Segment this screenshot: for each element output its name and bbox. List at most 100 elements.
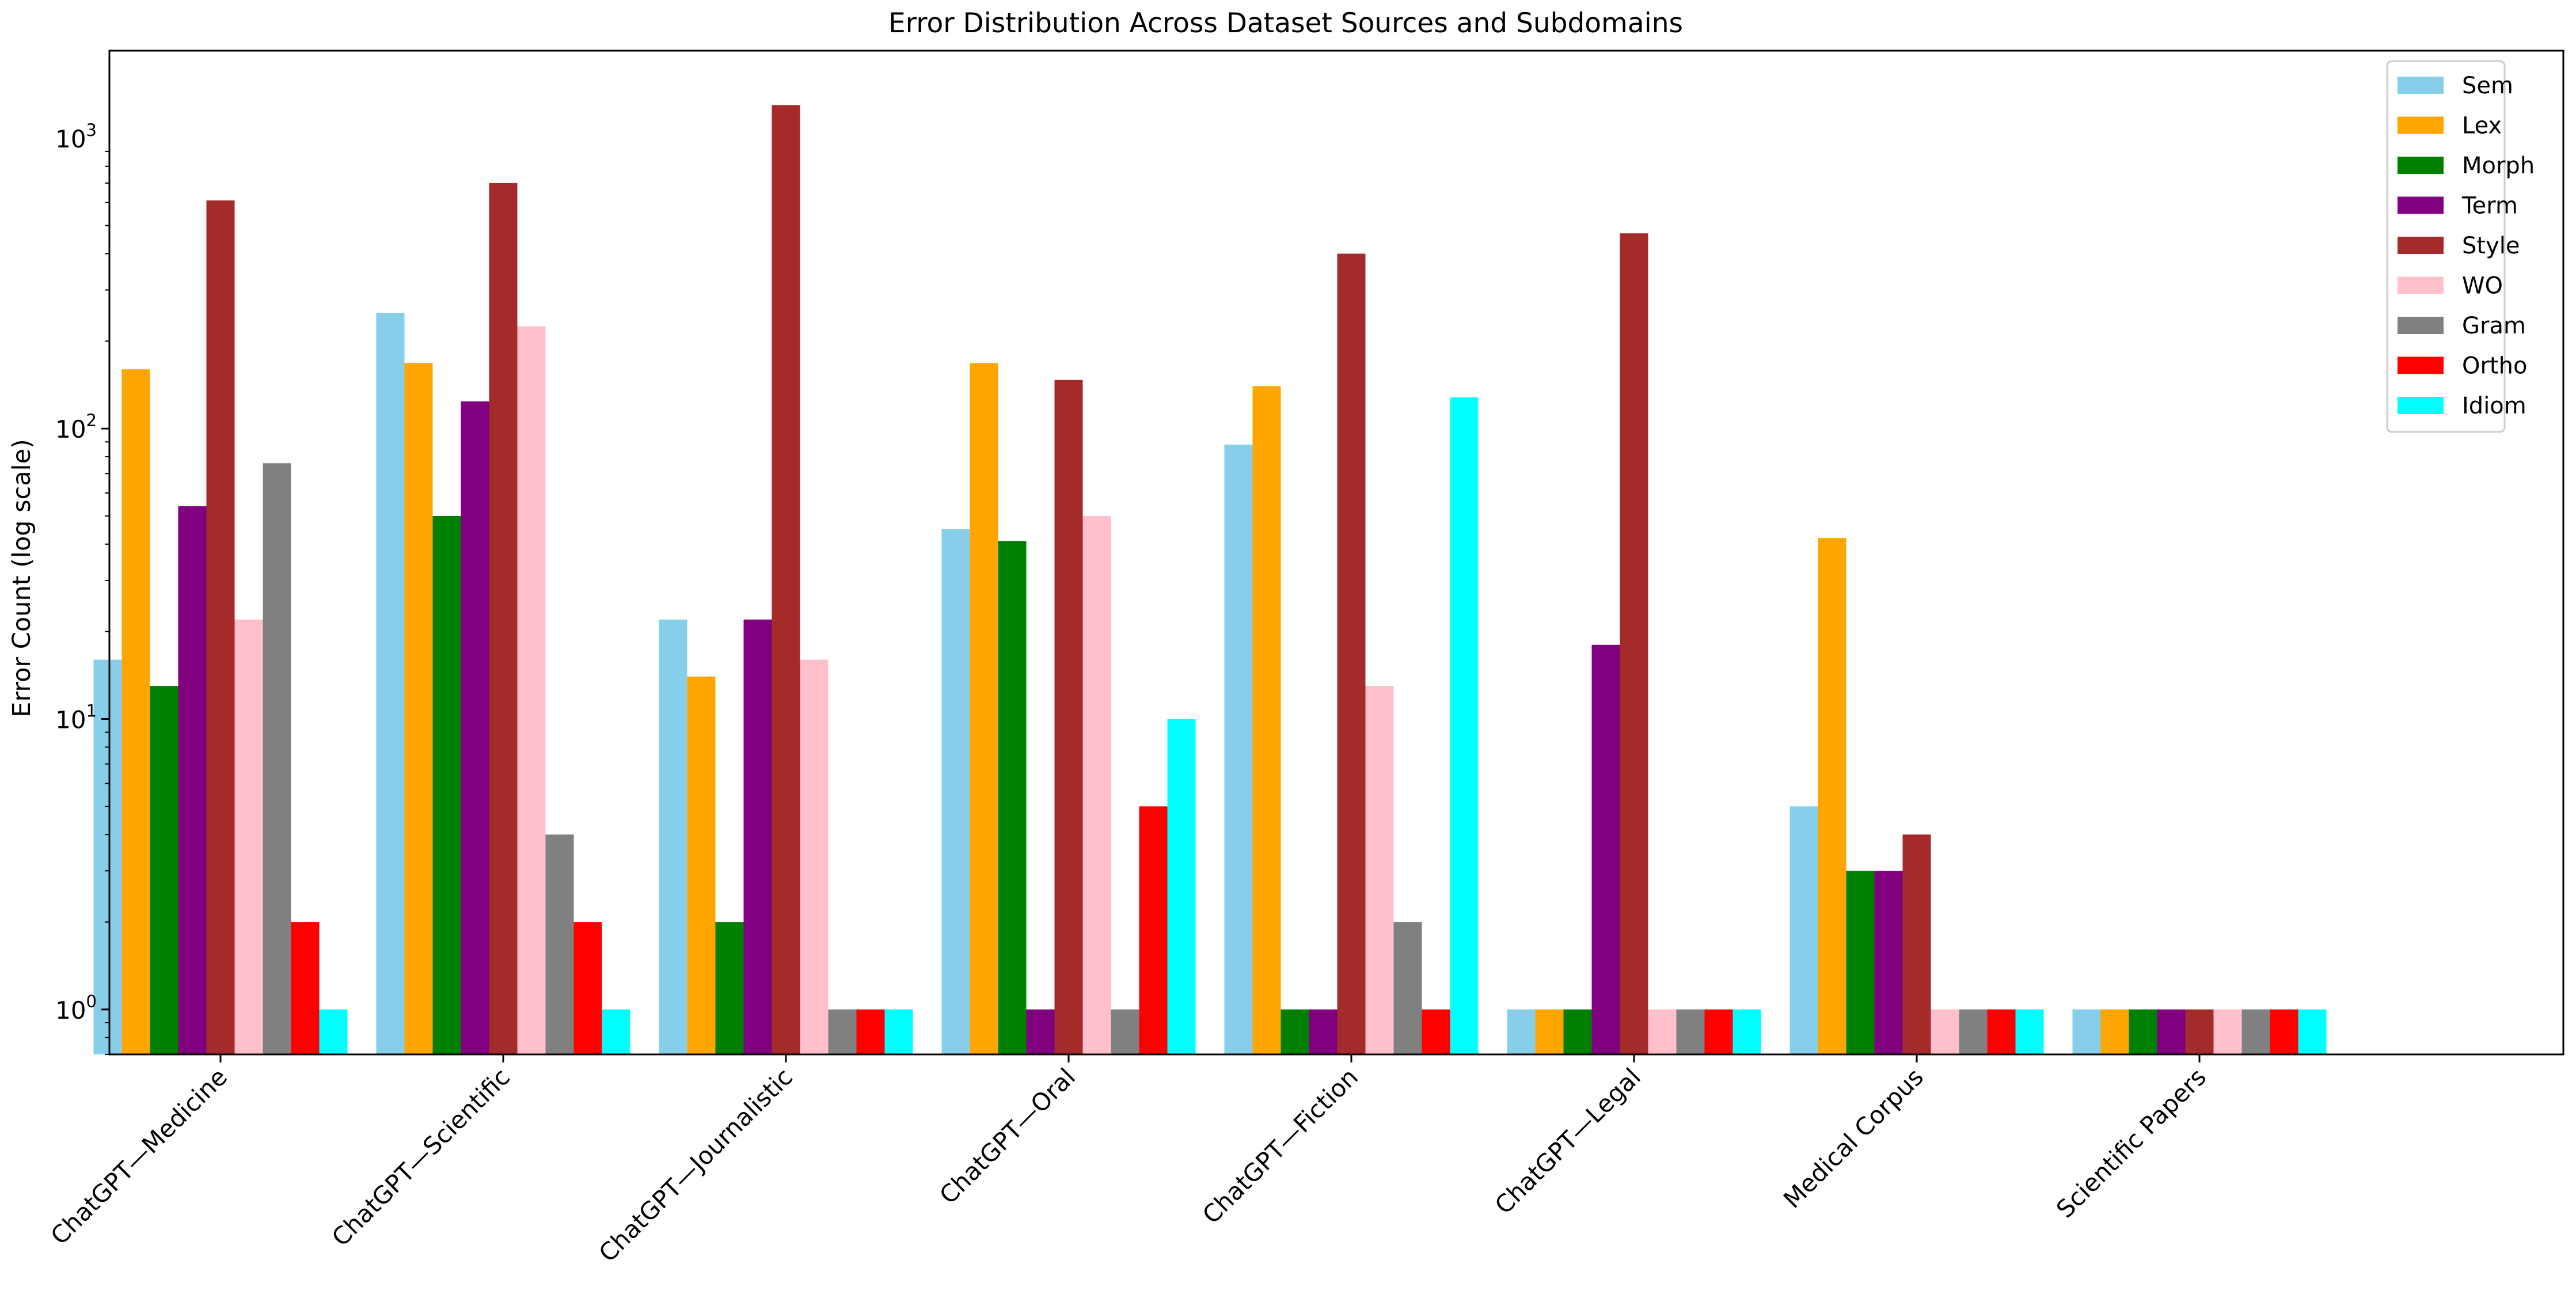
bar-chatgpt-fiction-ortho xyxy=(1422,1009,1450,1054)
bar-chatgpt-oral-lex xyxy=(970,363,998,1054)
bar-medical-corpus-sem xyxy=(1789,806,1818,1054)
bar-chatgpt-medicine-wo xyxy=(234,619,263,1054)
bar-chatgpt-legal-idiom xyxy=(1732,1009,1761,1054)
bar-chatgpt-medicine-sem xyxy=(93,659,122,1054)
y-tick-exponent: 3 xyxy=(86,120,97,140)
bar-scientific-papers-wo xyxy=(2213,1009,2242,1054)
chart-title: Error Distribution Across Dataset Source… xyxy=(888,7,1683,39)
bar-chatgpt-scientific-term xyxy=(461,401,489,1054)
bar-chatgpt-scientific-ortho xyxy=(573,922,602,1054)
bar-chatgpt-oral-morph xyxy=(998,541,1027,1054)
bar-chatgpt-medicine-ortho xyxy=(291,922,320,1054)
bar-scientific-papers-idiom xyxy=(2298,1009,2327,1054)
legend-swatch-sem xyxy=(2398,77,2444,94)
bar-medical-corpus-idiom xyxy=(2015,1009,2044,1054)
bar-chatgpt-journalistic-morph xyxy=(715,922,744,1054)
legend-swatch-term xyxy=(2398,196,2444,214)
legend-label-wo: WO xyxy=(2462,273,2503,299)
y-tick-exponent: 1 xyxy=(86,701,97,721)
bar-chatgpt-oral-idiom xyxy=(1167,719,1196,1054)
bar-medical-corpus-lex xyxy=(1818,538,1846,1054)
bar-chatgpt-legal-ortho xyxy=(1704,1009,1733,1054)
bar-chatgpt-fiction-morph xyxy=(1281,1009,1309,1054)
bar-chatgpt-oral-style xyxy=(1054,379,1083,1054)
bar-chatgpt-fiction-idiom xyxy=(1450,397,1479,1054)
legend-swatch-lex xyxy=(2398,116,2444,134)
bar-scientific-papers-term xyxy=(2157,1009,2186,1054)
plot-frame xyxy=(108,50,2564,1056)
bar-chatgpt-legal-style xyxy=(1620,233,1648,1055)
y-tick-exponent: 0 xyxy=(86,992,97,1011)
bar-chatgpt-journalistic-lex xyxy=(687,676,716,1054)
legend-label-idiom: Idiom xyxy=(2462,393,2526,419)
bar-scientific-papers-gram xyxy=(2241,1009,2270,1054)
bar-chatgpt-oral-term xyxy=(1026,1009,1055,1054)
bar-chatgpt-fiction-term xyxy=(1309,1009,1338,1054)
bar-chatgpt-scientific-morph xyxy=(432,516,461,1054)
legend: Sem Lex Morph Term Style WO Gram Ortho Idiom xyxy=(2386,60,2535,433)
bar-chatgpt-fiction-sem xyxy=(1224,445,1253,1055)
legend-label-morph: Morph xyxy=(2462,153,2535,179)
legend-label-sem: Sem xyxy=(2462,73,2513,99)
bar-chatgpt-journalistic-term xyxy=(743,619,772,1054)
bar-chatgpt-oral-ortho xyxy=(1139,806,1168,1054)
bar-chatgpt-legal-sem xyxy=(1507,1009,1536,1054)
legend-swatch-ortho xyxy=(2398,356,2444,374)
legend-swatch-idiom xyxy=(2398,397,2444,414)
bar-chatgpt-legal-morph xyxy=(1563,1009,1592,1054)
bar-chatgpt-fiction-gram xyxy=(1393,922,1422,1054)
bar-chatgpt-journalistic-idiom xyxy=(884,1009,913,1054)
legend-box xyxy=(2386,60,2506,433)
bar-chatgpt-scientific-lex xyxy=(404,363,433,1054)
bar-chatgpt-fiction-wo xyxy=(1365,686,1394,1054)
legend-label-term: Term xyxy=(2461,193,2518,219)
bar-chatgpt-scientific-wo xyxy=(517,326,546,1054)
legend-label-gram: Gram xyxy=(2462,313,2526,339)
y-tick-exponent: 2 xyxy=(86,411,97,430)
bar-scientific-papers-lex xyxy=(2100,1009,2129,1054)
y-axis-label: Error Count (log scale) xyxy=(7,439,36,717)
bar-scientific-papers-ortho xyxy=(2270,1009,2298,1054)
bar-scientific-papers-morph xyxy=(2129,1009,2157,1054)
bar-chatgpt-scientific-sem xyxy=(376,313,405,1054)
bar-medical-corpus-ortho xyxy=(1987,1009,2016,1054)
bar-chatgpt-medicine-idiom xyxy=(319,1009,348,1054)
bar-chatgpt-journalistic-ortho xyxy=(856,1009,885,1054)
bar-chatgpt-fiction-lex xyxy=(1252,386,1281,1054)
bar-chatgpt-journalistic-gram xyxy=(828,1009,857,1054)
legend-label-lex: Lex xyxy=(2462,113,2502,139)
bar-medical-corpus-term xyxy=(1874,871,1903,1054)
bar-chatgpt-medicine-lex xyxy=(121,369,150,1055)
bar-medical-corpus-morph xyxy=(1846,871,1875,1054)
bar-chatgpt-journalistic-wo xyxy=(800,659,829,1054)
bar-medical-corpus-wo xyxy=(1931,1009,1959,1054)
bar-chatgpt-medicine-term xyxy=(178,506,207,1054)
legend-label-ortho: Ortho xyxy=(2462,353,2527,379)
bar-chatgpt-scientific-gram xyxy=(545,834,574,1054)
bar-chatgpt-oral-wo xyxy=(1082,516,1111,1054)
bar-chatgpt-legal-gram xyxy=(1676,1009,1705,1054)
bar-chatgpt-scientific-style xyxy=(489,183,518,1054)
bar-chatgpt-fiction-style xyxy=(1337,253,1366,1054)
legend-swatch-wo xyxy=(2398,276,2444,294)
bar-chatgpt-scientific-idiom xyxy=(602,1009,630,1054)
bar-medical-corpus-gram xyxy=(1959,1009,1988,1054)
bar-chatgpt-legal-term xyxy=(1591,644,1620,1054)
legend-label-style: Style xyxy=(2462,233,2520,259)
bar-chatgpt-medicine-morph xyxy=(150,686,178,1054)
bar-chatgpt-medicine-style xyxy=(206,200,235,1055)
bar-scientific-papers-style xyxy=(2185,1009,2214,1054)
bar-chatgpt-legal-wo xyxy=(1648,1009,1677,1054)
bar-chatgpt-journalistic-style xyxy=(772,105,800,1054)
bar-chatgpt-journalistic-sem xyxy=(659,619,687,1054)
bar-chatgpt-legal-lex xyxy=(1535,1009,1564,1054)
bar-chatgpt-medicine-gram xyxy=(263,463,291,1054)
bar-chatgpt-oral-sem xyxy=(941,529,970,1054)
legend-swatch-gram xyxy=(2398,317,2444,334)
bar-medical-corpus-style xyxy=(1902,834,1931,1054)
legend-swatch-morph xyxy=(2398,157,2444,174)
bars-group xyxy=(93,105,2327,1055)
bar-chatgpt-oral-gram xyxy=(1111,1009,1139,1054)
